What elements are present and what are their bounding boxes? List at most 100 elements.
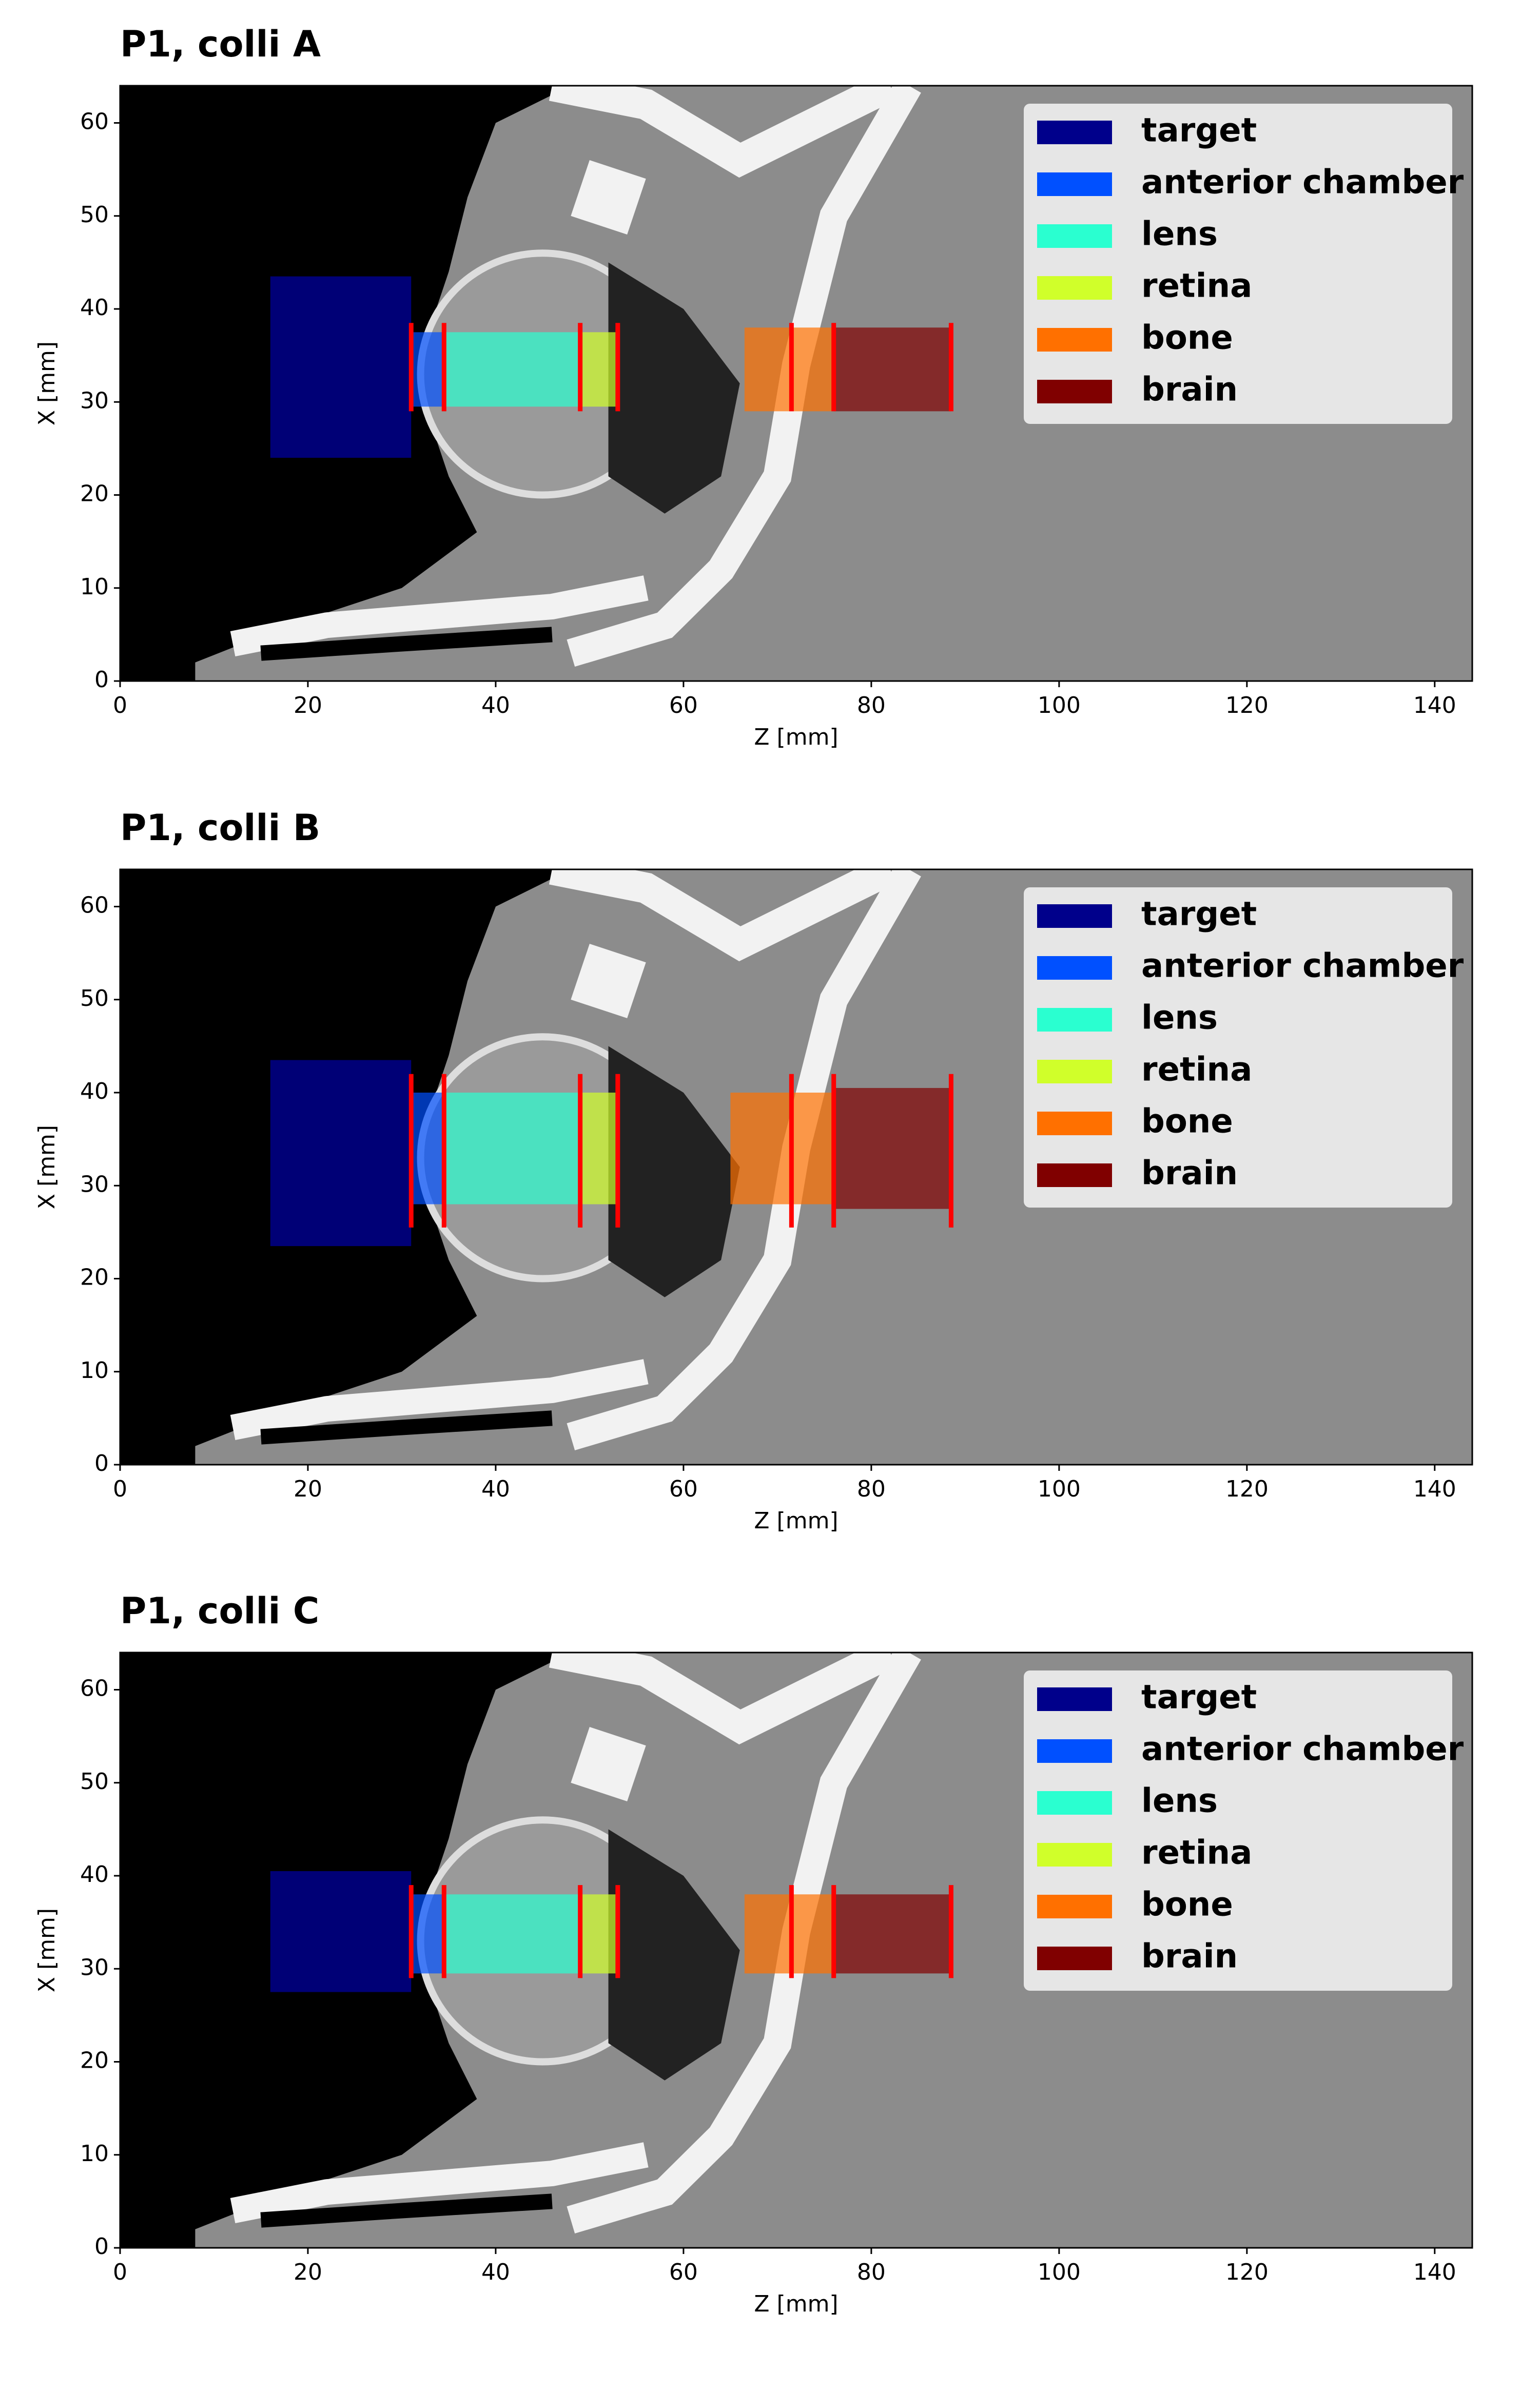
legend-label: bone [1141, 319, 1233, 357]
legend-swatch [1037, 1843, 1112, 1867]
y-tick-label: 40 [80, 1078, 109, 1104]
maxilla [230, 1359, 649, 1441]
chart-title: P1, colli C [120, 1590, 319, 1632]
legend-label: retina [1141, 267, 1252, 305]
dose-region [580, 1894, 618, 1974]
legend-box [1024, 1670, 1452, 1991]
sinus [260, 627, 553, 661]
legend-swatch [1037, 121, 1112, 144]
x-tick-label: 60 [669, 2259, 698, 2285]
chart-title: P1, colli A [120, 23, 321, 65]
y-tick-label: 30 [80, 387, 109, 414]
legend-swatch [1037, 956, 1112, 980]
x-tick-label: 20 [294, 1476, 322, 1502]
legend-swatch [1037, 224, 1112, 248]
cranium-bone [571, 1727, 646, 1801]
x-tick-label: 100 [1038, 692, 1081, 718]
x-axis-label: Z [mm] [754, 1508, 838, 1534]
y-tick-label: 30 [80, 1954, 109, 1980]
x-tick-label: 60 [669, 692, 698, 718]
legend-swatch [1037, 1895, 1112, 1918]
axes-frame [119, 1651, 1473, 2249]
legend: target anterior chamber lens retina bone brai… [1024, 1670, 1464, 1991]
y-tick-label: 0 [94, 667, 109, 693]
dose-region [833, 327, 951, 412]
y-tick-label: 10 [80, 574, 109, 600]
x-tick-label: 120 [1225, 2259, 1269, 2285]
legend-swatch [1037, 1060, 1112, 1083]
x-tick-label: 40 [481, 2259, 510, 2285]
axes-frame [119, 85, 1473, 682]
x-tick-label: 140 [1413, 2259, 1456, 2285]
axes-frame [119, 868, 1473, 1466]
legend-swatch [1037, 1687, 1112, 1711]
legend-swatch [1037, 276, 1112, 300]
orbit-fat [608, 1046, 740, 1297]
y-tick-label: 50 [80, 985, 109, 1012]
x-axis-label: Z [mm] [754, 724, 838, 750]
y-tick-label: 10 [80, 1357, 109, 1384]
panel: P1, colli C 0 20 40 60 80 100 120 140 0 10 20 30 40 50… [34, 1590, 1473, 2317]
dose-region [270, 1871, 412, 1992]
y-tick-label: 40 [80, 295, 109, 321]
y-tick-label: 20 [80, 1265, 109, 1291]
legend-swatch [1037, 1947, 1112, 1970]
y-tick-label: 30 [80, 1171, 109, 1197]
legend-label: anterior chamber [1141, 1731, 1464, 1769]
y-tick-label: 0 [94, 2233, 109, 2260]
dose-region [744, 1894, 834, 1974]
x-tick-label: 60 [669, 1476, 698, 1502]
legend-box [1024, 104, 1452, 424]
dose-region [444, 1093, 580, 1204]
legend-label: anterior chamber [1141, 947, 1464, 985]
dose-region [444, 332, 580, 407]
legend-swatch [1037, 328, 1112, 352]
legend-swatch [1037, 1008, 1112, 1032]
legend-label: target [1141, 896, 1257, 934]
legend-swatch [1037, 172, 1112, 196]
panel: P1, colli B 0 20 40 60 80 100 120 140 0 10 20 30 40 50… [34, 807, 1473, 1534]
legend-label: target [1141, 1679, 1257, 1717]
legend-swatch [1037, 904, 1112, 928]
sinus [260, 1410, 553, 1445]
legend-label: anterior chamber [1141, 164, 1464, 202]
legend-label: retina [1141, 1834, 1252, 1872]
x-tick-label: 80 [857, 2259, 886, 2285]
y-tick-label: 0 [94, 1450, 109, 1476]
panel: P1, colli A 0 20 40 60 80 100 120 140 0 10 20 30 40 50… [34, 23, 1473, 750]
sinus [260, 2193, 553, 2228]
y-tick-label: 10 [80, 2141, 109, 2167]
orbital-bone [549, 869, 897, 962]
orbital-bone [567, 1653, 921, 2233]
legend-label: target [1141, 112, 1257, 150]
legend: target anterior chamber lens retina bone brai… [1024, 887, 1464, 1208]
x-tick-label: 20 [294, 692, 322, 718]
x-tick-label: 120 [1225, 1476, 1269, 1502]
x-tick-label: 0 [113, 692, 127, 718]
y-tick-label: 50 [80, 1769, 109, 1795]
orbital-bone [567, 869, 921, 1450]
y-tick-label: 20 [80, 2048, 109, 2074]
dose-region [411, 332, 444, 407]
x-tick-label: 120 [1225, 692, 1269, 718]
y-tick-label: 50 [80, 202, 109, 228]
chart-title: P1, colli B [120, 807, 320, 849]
x-tick-label: 0 [113, 2259, 127, 2285]
x-tick-label: 100 [1038, 1476, 1081, 1502]
x-tick-label: 40 [481, 1476, 510, 1502]
maxilla [230, 2142, 649, 2224]
dose-region [833, 1087, 951, 1209]
legend-label: lens [1141, 999, 1218, 1037]
y-tick-label: 40 [80, 1861, 109, 1888]
dose-region [270, 1060, 412, 1247]
y-axis-label: X [mm] [34, 341, 60, 425]
dose-region [270, 276, 412, 458]
legend-label: lens [1141, 216, 1218, 254]
legend-swatch [1037, 1163, 1112, 1187]
dose-region [411, 1894, 444, 1974]
orbital-bone [549, 86, 897, 178]
orbit-fat [608, 1829, 740, 2081]
legend: target anterior chamber lens retina bone brai… [1024, 104, 1464, 424]
dose-region [730, 1093, 834, 1204]
